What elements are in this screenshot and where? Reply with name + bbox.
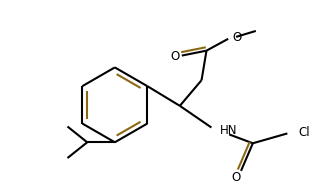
Text: O: O xyxy=(232,31,241,44)
Text: O: O xyxy=(231,171,241,184)
Text: Cl: Cl xyxy=(298,126,310,139)
Text: HN: HN xyxy=(220,124,238,137)
Text: O: O xyxy=(170,50,180,63)
